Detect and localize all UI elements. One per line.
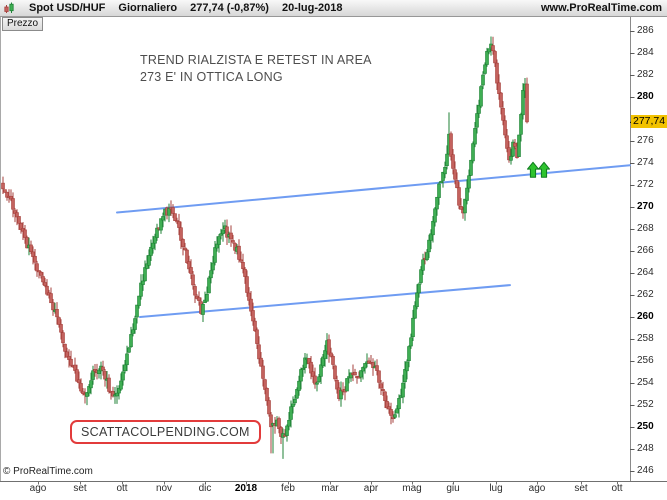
annotation-line-1: TREND RIALZISTA E RETEST IN AREA [140, 53, 372, 67]
y-axis-label: 268 [637, 223, 654, 234]
annotation-line-2: 273 E' IN OTTICA LONG [140, 70, 283, 84]
x-axis-label: mar [321, 483, 339, 494]
x-axis-label: nov [155, 483, 173, 494]
session-date: 20-lug-2018 [281, 2, 343, 14]
prorealtime-website-label: www.ProRealTime.com [540, 2, 662, 14]
y-axis-label: 284 [637, 47, 654, 58]
tab-prezzo[interactable]: Prezzo [2, 17, 44, 31]
copyright-label: © ProRealTime.com [3, 466, 93, 477]
current-price-tag: 277,74 [631, 115, 667, 129]
y-axis-label: 280 [637, 91, 654, 102]
y-axis-label: 248 [637, 443, 654, 454]
x-axis-label: 2018 [234, 483, 258, 494]
y-axis-label: 260 [637, 311, 654, 322]
x-axis-label: dic [198, 483, 212, 494]
x-axis-label: lug [489, 483, 503, 494]
y-axis-label: 266 [637, 245, 654, 256]
y-axis-label: 246 [637, 465, 654, 476]
x-axis-label: giu [446, 483, 460, 494]
y-axis-label: 274 [637, 157, 654, 168]
y-axis-label: 276 [637, 135, 654, 146]
x-axis-label: set [574, 483, 588, 494]
chart-annotation-text[interactable]: TREND RIALZISTA E RETEST IN AREA 273 E' … [140, 52, 372, 86]
upper-channel-line[interactable] [116, 164, 631, 214]
y-axis-label: 272 [637, 179, 654, 190]
y-axis-label: 262 [637, 289, 654, 300]
y-axis-label: 256 [637, 355, 654, 366]
y-axis-label: 270 [637, 201, 654, 212]
y-axis-label: 250 [637, 421, 654, 432]
x-axis-label: ago [528, 483, 546, 494]
instrument-candlestick-icon [4, 2, 16, 14]
y-axis-label: 252 [637, 399, 654, 410]
x-axis-label: feb [281, 483, 295, 494]
buy-arrow-icon[interactable] [538, 161, 550, 178]
y-axis-label: 282 [637, 69, 654, 80]
last-quote: 277,74 (-0,87%) [190, 2, 269, 14]
watermark-box[interactable]: SCATTACOLPENDING.COM [70, 420, 261, 444]
x-axis-label: set [73, 483, 87, 494]
candlestick-series [1, 36, 529, 459]
timeframe-label: Giornaliero [118, 2, 178, 14]
instrument-name: Spot USD/HUF [29, 2, 106, 14]
y-axis-label: 264 [637, 267, 654, 278]
y-axis-label: 254 [637, 377, 654, 388]
chart-title-bar: Spot USD/HUF Giornaliero 277,74 (-0,87%)… [0, 0, 667, 17]
x-axis-label: mag [402, 483, 422, 494]
y-axis-label: 258 [637, 333, 654, 344]
x-axis-label: apr [363, 483, 379, 494]
x-axis-label: ott [611, 483, 623, 494]
y-axis-label: 286 [637, 25, 654, 36]
x-axis-label: ago [29, 483, 47, 494]
x-axis-label: ott [116, 483, 128, 494]
